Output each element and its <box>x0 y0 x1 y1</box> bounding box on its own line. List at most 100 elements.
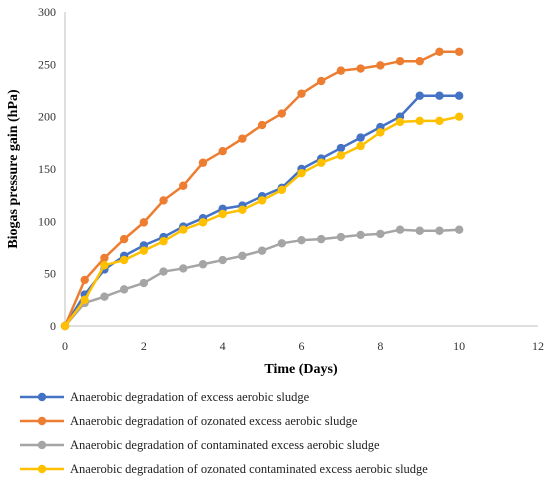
data-point <box>317 158 326 167</box>
data-point <box>139 218 149 227</box>
y-tick-label: 0 <box>50 319 56 333</box>
data-point <box>435 47 444 56</box>
series-layer <box>60 47 464 331</box>
data-point <box>317 76 326 86</box>
data-point <box>257 196 267 205</box>
data-point <box>336 151 346 160</box>
data-point <box>454 112 464 121</box>
data-point <box>356 230 365 240</box>
data-point <box>100 253 109 263</box>
data-point <box>356 133 365 142</box>
x-tick-label: 6 <box>299 339 305 353</box>
legend-item: Anaerobic degradation of contaminated ex… <box>20 438 380 452</box>
data-point <box>257 246 267 255</box>
data-point <box>198 260 208 269</box>
series-2 <box>60 47 464 331</box>
data-point <box>356 141 365 151</box>
legend: Anaerobic degradation of excess aerobic … <box>20 390 428 476</box>
series-line <box>63 50 460 327</box>
legend-swatch-marker <box>37 440 47 450</box>
data-point <box>454 225 464 234</box>
legend-item: Anaerobic degradation of ozonated contam… <box>20 462 428 476</box>
data-point <box>395 56 405 66</box>
data-point <box>257 120 267 130</box>
y-tick-label: 200 <box>38 110 56 124</box>
data-point <box>159 237 168 246</box>
data-point <box>415 56 424 66</box>
y-axis-title: Biogas pressure gain (hPa) <box>6 89 21 249</box>
data-point <box>454 47 464 56</box>
data-point <box>80 295 89 305</box>
data-point <box>317 234 326 244</box>
series-line <box>64 115 460 327</box>
chart-axes <box>64 12 538 327</box>
data-point <box>297 168 306 178</box>
data-point <box>139 278 149 288</box>
data-point <box>395 117 405 127</box>
data-point <box>336 232 346 242</box>
legend-swatch-marker <box>37 464 47 474</box>
x-tick-label: 2 <box>141 339 147 353</box>
legend-label: Anaerobic degradation of ozonated contam… <box>70 462 428 476</box>
x-tick-label: 12 <box>532 339 544 353</box>
data-point <box>119 255 129 265</box>
data-point <box>435 226 444 235</box>
y-tick-label: 300 <box>38 5 56 19</box>
legend-item: Anaerobic degradation of excess aerobic … <box>20 390 310 404</box>
data-point <box>218 209 227 219</box>
data-point <box>415 91 424 100</box>
data-point <box>100 292 109 301</box>
tick-labels: 0 50 100 150 200 250 300 0 2 4 6 8 10 12 <box>38 5 544 353</box>
data-point <box>435 116 444 126</box>
y-tick-label: 250 <box>38 57 56 71</box>
data-point <box>179 264 188 273</box>
x-tick-label: 0 <box>62 339 68 353</box>
data-point <box>159 196 168 205</box>
data-point <box>218 147 227 156</box>
data-point <box>60 321 70 331</box>
data-point <box>376 61 385 70</box>
data-point <box>277 239 286 248</box>
data-point <box>376 229 385 239</box>
data-point <box>336 66 346 75</box>
legend-label: Anaerobic degradation of contaminated ex… <box>70 438 380 452</box>
data-point <box>238 205 247 215</box>
data-point <box>297 89 306 98</box>
series-3 <box>60 225 464 331</box>
data-point <box>336 143 346 153</box>
data-point <box>179 225 188 234</box>
data-point <box>238 251 247 261</box>
data-point <box>435 91 444 100</box>
data-point <box>277 109 286 118</box>
data-point <box>356 64 365 73</box>
legend-swatch-marker <box>37 392 47 402</box>
data-point <box>80 275 89 285</box>
data-point <box>179 181 188 190</box>
data-point <box>297 235 306 245</box>
x-tick-label: 8 <box>377 339 383 353</box>
legend-label: Anaerobic degradation of excess aerobic … <box>70 390 310 404</box>
data-point <box>395 225 405 234</box>
data-point <box>198 218 208 227</box>
legend-item: Anaerobic degradation of ozonated excess… <box>20 414 358 428</box>
data-point <box>238 134 247 143</box>
data-point <box>454 91 464 100</box>
data-point <box>159 267 168 276</box>
legend-swatch-marker <box>37 416 47 426</box>
legend-label: Anaerobic degradation of ozonated excess… <box>70 414 358 428</box>
data-point <box>218 255 227 265</box>
data-point <box>100 261 109 270</box>
series-4 <box>60 112 464 331</box>
data-point <box>139 246 149 255</box>
x-tick-label: 4 <box>220 339 226 353</box>
data-point <box>277 185 286 195</box>
x-tick-label: 10 <box>453 339 465 353</box>
y-tick-label: 150 <box>38 162 56 176</box>
data-point <box>376 128 385 137</box>
data-point <box>415 116 424 126</box>
series-line <box>64 228 460 327</box>
data-point <box>415 226 424 235</box>
data-point <box>119 285 129 294</box>
data-point <box>198 158 208 167</box>
